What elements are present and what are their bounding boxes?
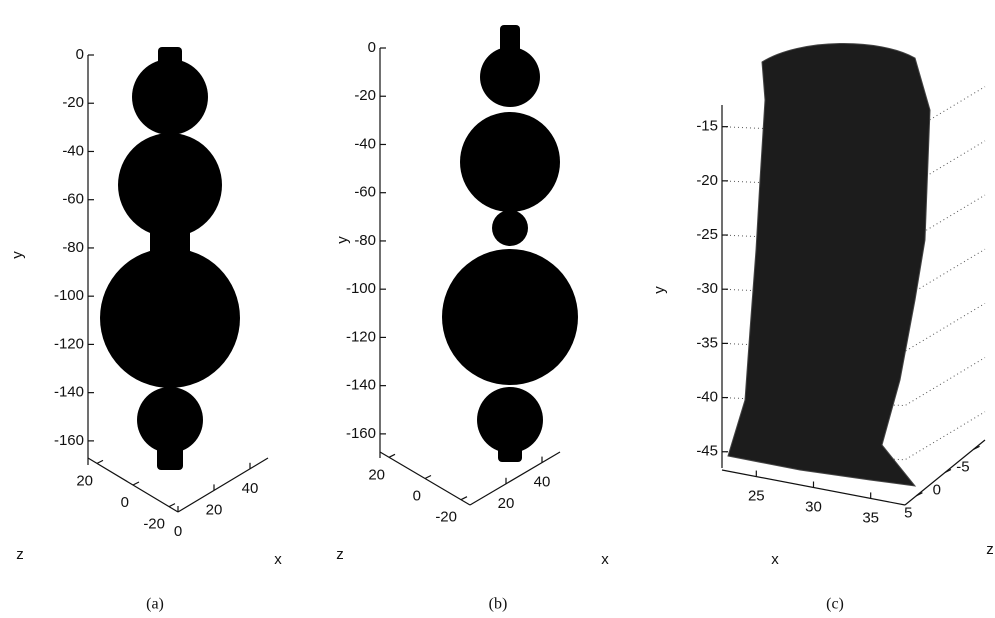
y-tick-label: -100 [54,287,84,304]
y-tick-label: -45 [696,443,718,460]
y-axis-label: y [9,251,26,259]
y-tick-label: -80 [62,239,84,256]
y-tick-label: -35 [696,334,718,351]
y-tick-label: -40 [62,142,84,159]
blob [498,440,522,462]
y-tick-label: 0 [368,39,376,56]
z-tick-label: -20 [143,516,165,533]
z-tick-label: 5 [904,505,912,522]
caption: (a) [146,596,164,613]
y-tick-label: 0 [76,46,84,63]
z-tick [133,482,139,485]
x-tick-label: 20 [206,501,223,518]
blob [480,47,540,107]
z-tick-label: 0 [413,487,421,504]
figure: 0 -20 -40 -60 -80 -100 -120 -140 -160 0 20 40 20 0 -20… [0,0,995,618]
x-tick-label: 0 [174,523,182,540]
y-tick-label: -140 [54,384,84,401]
z-tick-label: 20 [76,472,93,489]
y-tick-label: -40 [354,135,376,152]
page: {"chart_data": [ {"type": "surface3d", "… [0,0,995,618]
caption: (b) [489,596,508,613]
z-tick [461,497,467,500]
z-tick-label: -20 [435,509,457,526]
y-tick-label: -60 [62,191,84,208]
z-axis-label: z [16,546,24,563]
z-tick-label: 0 [933,481,941,498]
y-axis-label: y [651,286,668,294]
blob [500,25,520,55]
blob [158,47,182,77]
y-tick-label: -100 [346,280,376,297]
y-tick-label: -160 [346,425,376,442]
z-tick [169,504,175,507]
x-tick-label: 25 [748,488,765,505]
z-tick-label: -5 [956,458,969,475]
blob [157,440,183,470]
x-tick-label: 20 [498,495,515,512]
y-tick-label: -160 [54,432,84,449]
y-tick-label: -120 [54,335,84,352]
y-tick-label: -25 [696,226,718,243]
blob [442,249,578,385]
z-tick-label: 20 [368,466,385,483]
x-tick-label: 40 [534,474,551,491]
blob [100,248,240,388]
blob [492,210,528,246]
z-tick-label: 0 [121,494,129,511]
caption: (c) [826,596,844,613]
x-tick-label: 40 [242,480,259,497]
y-tick-label: -30 [696,280,718,297]
x-tick-label: 30 [805,498,822,515]
y-tick-label: -20 [696,172,718,189]
y-tick-label: -20 [354,87,376,104]
x-axis-label: x [274,551,282,568]
z-tick [425,476,431,479]
blob [118,133,222,237]
y-tick-label: -20 [62,94,84,111]
x-axis-label: x [601,551,609,568]
blob [150,228,190,263]
y-tick-label: -15 [696,118,718,135]
z-tick [97,460,103,463]
z-axis-label: z [986,541,994,558]
surface [728,43,930,486]
y-axis-label: y [334,236,351,244]
z-axis-label: z [336,546,344,563]
x-axis-label: x [771,551,779,568]
y-tick-label: -120 [346,328,376,345]
y-tick-label: -40 [696,389,718,406]
blob [460,112,560,212]
y-tick-label: -60 [354,184,376,201]
y-tick-label: -140 [346,377,376,394]
y-tick-label: -80 [354,232,376,249]
x-tick-label: 35 [862,509,879,526]
z-tick [389,454,395,457]
